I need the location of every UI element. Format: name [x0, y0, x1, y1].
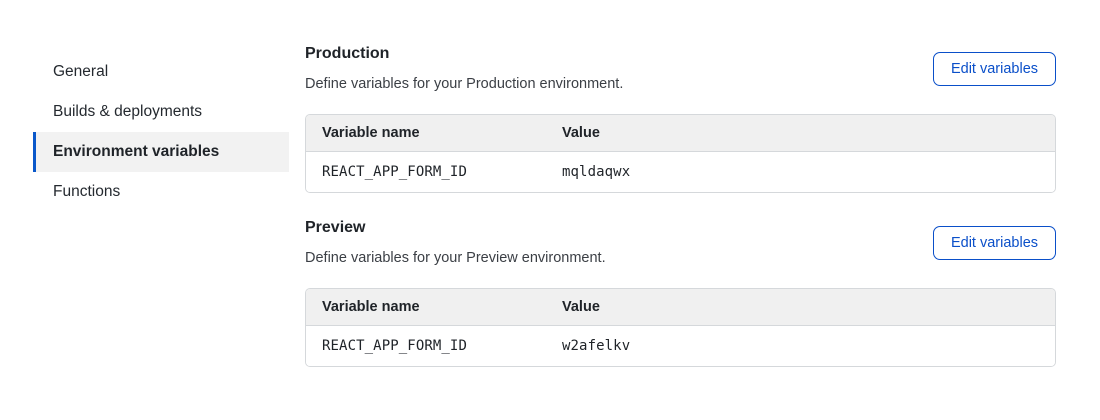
table-body: REACT_APP_FORM_ID mqldaqwx [306, 152, 1055, 192]
edit-variables-button-production[interactable]: Edit variables [933, 52, 1056, 86]
column-header-value: Value [546, 289, 1055, 326]
page-title: Preview [305, 219, 366, 236]
sidebar-item-label: General [53, 63, 109, 81]
table-header-row: Variable name Value [306, 289, 1055, 326]
section-production: Production Define variables for your Pro… [305, 44, 1056, 193]
table-header-row: Variable name Value [306, 115, 1055, 152]
section-description: Define variables for your Preview enviro… [305, 250, 606, 267]
cell-variable-value: mqldaqwx [546, 152, 1055, 192]
settings-content: Production Define variables for your Pro… [305, 0, 1100, 420]
table-row: REACT_APP_FORM_ID mqldaqwx [306, 152, 1055, 192]
section-header: Production Define variables for your Pro… [305, 44, 1056, 100]
column-header-value: Value [546, 115, 1055, 152]
table-head: Variable name Value [306, 115, 1055, 152]
cell-variable-name: REACT_APP_FORM_ID [306, 152, 546, 192]
sidebar-item-label: Builds & deployments [53, 103, 203, 121]
sidebar-item-builds-deployments[interactable]: Builds & deployments [33, 92, 289, 132]
sidebar-item-general[interactable]: General [33, 52, 289, 92]
table-head: Variable name Value [306, 289, 1055, 326]
edit-variables-button-preview[interactable]: Edit variables [933, 226, 1056, 260]
variables-table-preview: Variable name Value REACT_APP_FORM_ID w2… [305, 288, 1056, 367]
sidebar-nav-list: General Builds & deployments Environment… [0, 52, 305, 212]
section-description: Define variables for your Production env… [305, 76, 624, 93]
table-body: REACT_APP_FORM_ID w2afelkv [306, 326, 1055, 366]
section-header: Preview Define variables for your Previe… [305, 218, 1056, 274]
sidebar-item-label: Functions [53, 183, 121, 201]
settings-sidebar: General Builds & deployments Environment… [0, 0, 305, 420]
sidebar-item-functions[interactable]: Functions [33, 172, 289, 212]
column-header-variable-name: Variable name [306, 115, 546, 152]
table-row: REACT_APP_FORM_ID w2afelkv [306, 326, 1055, 366]
section-preview: Preview Define variables for your Previe… [305, 218, 1056, 367]
sidebar-item-environment-variables[interactable]: Environment variables [33, 132, 289, 172]
cell-variable-name: REACT_APP_FORM_ID [306, 326, 546, 366]
page-title: Production [305, 45, 390, 62]
sidebar-item-label: Environment variables [53, 143, 220, 161]
column-header-variable-name: Variable name [306, 289, 546, 326]
variables-table-production: Variable name Value REACT_APP_FORM_ID mq… [305, 114, 1056, 193]
cell-variable-value: w2afelkv [546, 326, 1055, 366]
